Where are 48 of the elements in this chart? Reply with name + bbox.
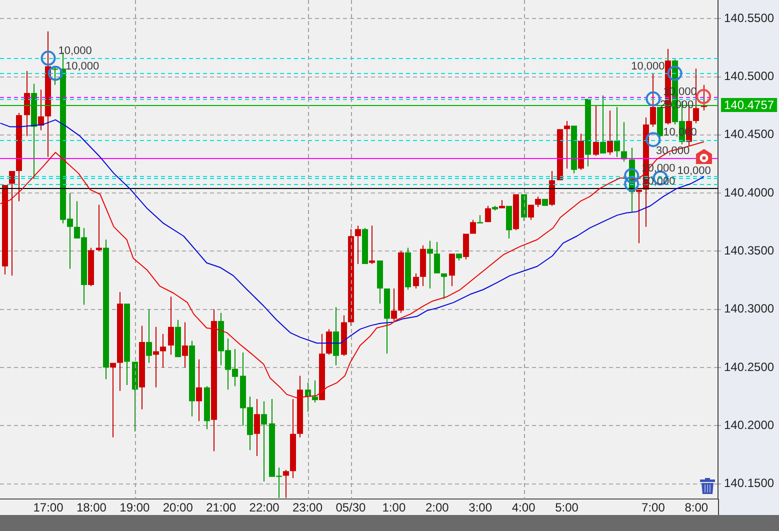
annotation: 20,000 (660, 98, 694, 111)
candlestick (160, 334, 166, 368)
candlestick (146, 309, 152, 363)
x-tick-label: 20:00 (162, 500, 194, 515)
x-tick-label: 7:00 (642, 500, 666, 515)
y-tick-label: 140.4500 (724, 127, 774, 142)
y-tick-label: 140.5500 (724, 10, 774, 25)
candlestick (427, 240, 433, 288)
x-tick-label: 18:00 (76, 500, 107, 515)
x-tick-label: 17:00 (33, 500, 64, 515)
x-tick-label: 2:00 (425, 500, 450, 515)
y-tick-label: 140.1500 (724, 476, 774, 490)
candlestick (441, 273, 447, 299)
candlestick (182, 322, 188, 368)
candlestick (312, 380, 318, 402)
candlestick (355, 226, 361, 264)
x-tick-label: 3:00 (468, 500, 492, 515)
candlestick (564, 120, 570, 169)
annotation: 10,000 (631, 60, 665, 72)
candlestick (110, 362, 116, 438)
x-tick-label: 4:00 (512, 500, 536, 515)
candlestick (196, 359, 202, 422)
x-tick-label: 22:00 (249, 500, 280, 515)
candlestick (153, 326, 159, 388)
x-tick-label: 23:00 (292, 500, 323, 515)
y-tick-label: 140.3000 (724, 302, 774, 316)
candlestick (636, 190, 642, 244)
x-tick-label: 1:00 (382, 500, 406, 515)
candlestick (283, 470, 289, 498)
annotation: 10,000 (65, 60, 100, 72)
y-tick-label: 140.3500 (724, 244, 774, 258)
x-tick-label: 05/30 (336, 500, 366, 515)
annotation: 10,000 (677, 164, 711, 177)
x-tick-label: 5:00 (555, 500, 579, 515)
annotation: 10,000 (58, 45, 92, 58)
candlestick (492, 206, 498, 211)
x-tick-label: 8:00 (684, 500, 708, 515)
candlestick (477, 215, 483, 224)
ref-line-label: 140.4757 (724, 98, 774, 112)
y-tick-label: 140.4000 (724, 185, 774, 200)
candlestick (96, 204, 102, 252)
y-tick-label: 140.2000 (724, 418, 774, 432)
x-tick-label: 19:00 (120, 500, 150, 515)
y-tick-label: 140.2500 (724, 360, 774, 374)
x-tick-label: 21:00 (206, 500, 236, 515)
candlestick (261, 401, 267, 482)
candlestick (369, 226, 375, 264)
y-tick-label: 140.5000 (724, 69, 774, 84)
